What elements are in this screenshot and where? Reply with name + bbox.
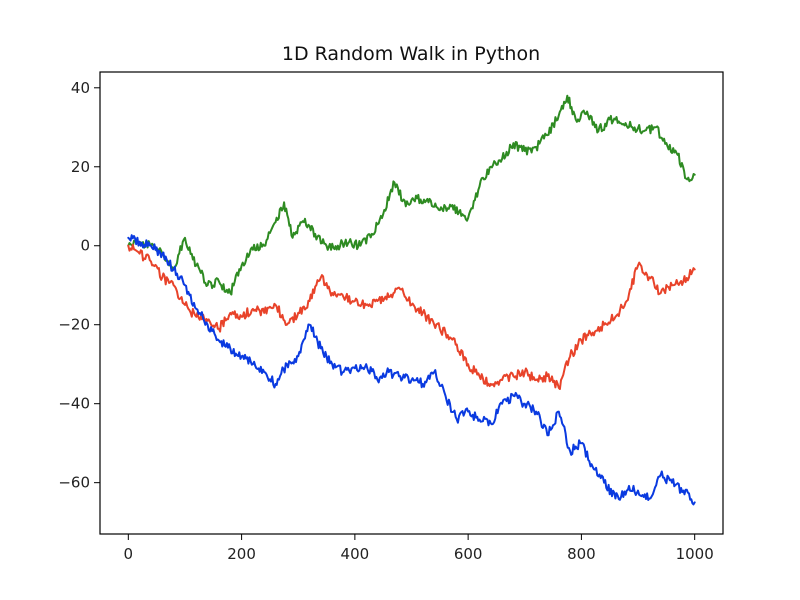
x-tick-label: 0	[124, 545, 134, 563]
x-tick-label: 400	[341, 545, 370, 563]
plot-frame	[99, 71, 724, 535]
series-layer	[127, 94, 696, 506]
x-tick-label: 800	[567, 545, 596, 563]
x-tick-label: 600	[454, 545, 483, 563]
chart-title: 1D Random Walk in Python	[282, 43, 540, 65]
y-tick-label: −60	[58, 474, 90, 492]
series-line-3	[127, 234, 696, 506]
x-tick-label: 1000	[676, 545, 714, 563]
series-line-2	[127, 243, 696, 390]
series-line-1	[127, 94, 696, 296]
y-axis-ticks: 40 20 0 −20 −40 −60	[58, 79, 100, 492]
y-tick-label: 20	[71, 158, 90, 176]
y-tick-label: −40	[58, 395, 90, 413]
y-tick-label: 40	[71, 79, 90, 97]
y-tick-label: −20	[58, 316, 90, 334]
x-tick-label: 200	[227, 545, 256, 563]
x-axis-ticks: 0 200 400 600 800 1000	[124, 534, 714, 563]
y-tick-label: 0	[80, 237, 90, 255]
